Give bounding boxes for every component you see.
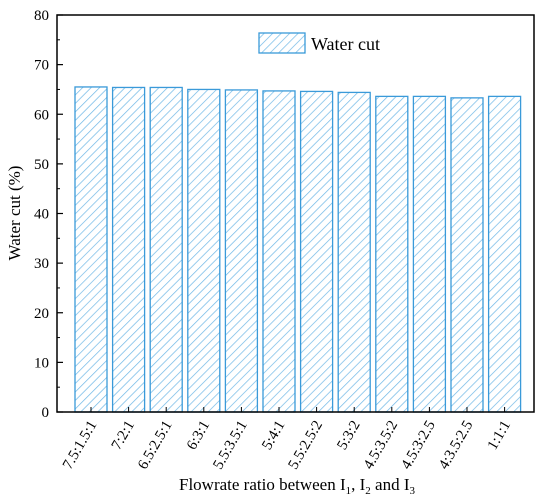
bar-4 bbox=[187, 88, 221, 413]
bar-12 bbox=[487, 95, 522, 413]
x-tick-label: 7:2:1 bbox=[109, 418, 138, 453]
bar-10 bbox=[412, 95, 447, 413]
bar-6 bbox=[262, 90, 296, 413]
x-tick-label: 4.5:3.5:2 bbox=[361, 418, 402, 472]
x-axis-title-prefix: Flowrate ratio between I bbox=[179, 475, 346, 494]
x-tick-label: 5:3:2 bbox=[334, 418, 363, 453]
x-tick-label: 5.5:2.5:2 bbox=[286, 418, 327, 472]
x-tick-label: 4:3.5:2.5 bbox=[436, 418, 477, 472]
x-axis-title-sub2: 2 bbox=[365, 485, 371, 497]
x-tick-label: 1:1:1 bbox=[485, 418, 514, 453]
y-tick-label: 40 bbox=[34, 207, 49, 223]
x-axis-title-mid1: , I bbox=[351, 475, 366, 494]
y-tick-label: 50 bbox=[34, 157, 49, 173]
y-tick-label: 20 bbox=[34, 306, 49, 322]
bar-11 bbox=[450, 97, 484, 413]
y-tick-label: 30 bbox=[34, 256, 49, 272]
legend-label: Water cut bbox=[311, 34, 380, 54]
bar-1 bbox=[74, 86, 108, 413]
plot-frame bbox=[56, 14, 535, 413]
x-axis-ticks: 7.5:1.5:1 7:2:16.5:2.5:1 6:3:15.5:3.5:1 5:4… bbox=[60, 407, 514, 472]
legend: Water cut bbox=[258, 32, 380, 54]
y-tick-label: 70 bbox=[34, 58, 49, 74]
legend-swatch bbox=[258, 32, 306, 54]
x-tick-label: 5.5:3.5:1 bbox=[210, 418, 251, 472]
x-tick-label: 7.5:1.5:1 bbox=[60, 418, 101, 472]
x-tick-label: 4.5:3:2.5 bbox=[398, 418, 439, 472]
bar-2 bbox=[111, 86, 146, 413]
y-tick-label: 80 bbox=[34, 8, 49, 24]
y-tick-label: 10 bbox=[34, 355, 49, 371]
x-axis-title: Flowrate ratio between I1, I2 and I3 bbox=[179, 475, 416, 497]
bars-group bbox=[74, 86, 522, 413]
bar-3 bbox=[149, 86, 183, 413]
y-axis-ticks: 0 10 20 30 40 50 60 70 80 bbox=[34, 8, 63, 421]
x-axis-title-sub1: 1 bbox=[346, 485, 352, 497]
x-axis-title-sub3: 3 bbox=[410, 485, 416, 497]
x-axis-title-mid2: and I bbox=[371, 475, 410, 494]
x-tick-label: 6.5:2.5:1 bbox=[135, 418, 176, 472]
x-tick-label: 6:3:1 bbox=[184, 418, 213, 453]
bar-7 bbox=[299, 90, 334, 413]
x-tick-label: 5:4:1 bbox=[259, 418, 288, 453]
bar-9 bbox=[375, 95, 409, 413]
y-tick-label: 0 bbox=[42, 405, 50, 421]
bar-8 bbox=[337, 91, 371, 413]
bar-5 bbox=[224, 89, 259, 413]
y-tick-label: 60 bbox=[34, 107, 49, 123]
y-axis-title: Water cut (%) bbox=[5, 166, 24, 261]
